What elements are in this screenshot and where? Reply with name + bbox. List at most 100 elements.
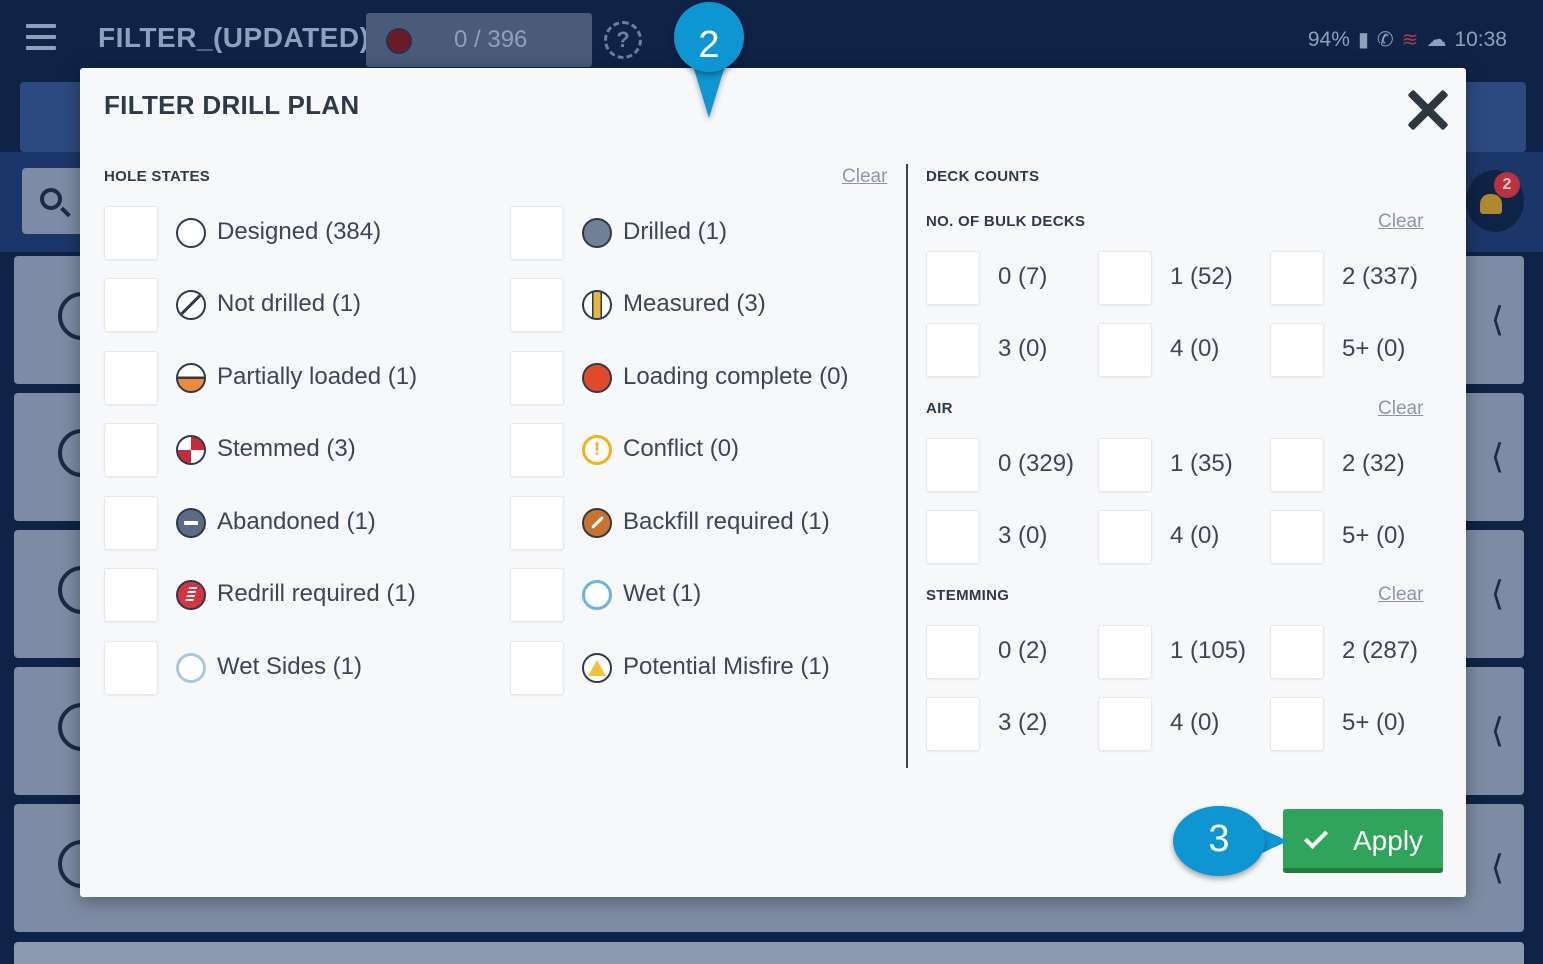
air-5-checkbox[interactable] (1270, 510, 1324, 564)
bulk-decks-clear-link[interactable]: Clear (1378, 211, 1424, 232)
callout-2-number: 2 (698, 24, 720, 66)
not-drilled-label: Not drilled (1) (217, 290, 362, 317)
bulk-decks-0-label: 0 (7) (998, 263, 1048, 290)
callout-2-bubble (674, 2, 744, 72)
stemming-5-label: 5+ (0) (1342, 709, 1406, 736)
bulk-decks-0-checkbox[interactable] (926, 251, 980, 305)
air-1-label: 1 (35) (1170, 450, 1233, 477)
abandoned-state-icon (176, 508, 206, 538)
battery-level: 94% (1307, 27, 1350, 51)
potential-misfire-label: Potential Misfire (1) (623, 653, 830, 680)
bulk-decks-3-checkbox[interactable] (926, 323, 980, 377)
not-drilled-state-icon (176, 290, 206, 320)
chevron-left-icon: ⟨ (1490, 575, 1504, 613)
air-3-checkbox[interactable] (926, 510, 980, 564)
conflict-label: Conflict (0) (623, 435, 740, 462)
hole-states-heading: HOLE STATES (104, 168, 211, 185)
stemming-3-label: 3 (2) (998, 709, 1048, 736)
stemming-0-checkbox[interactable] (926, 625, 980, 679)
air-4-checkbox[interactable] (1098, 510, 1152, 564)
notification-button[interactable]: 2 (1466, 170, 1524, 232)
redrill-required-state-icon (176, 580, 206, 610)
wet-sides-label: Wet Sides (1) (217, 653, 362, 680)
air-0-checkbox[interactable] (926, 438, 980, 492)
air-3-label: 3 (0) (998, 522, 1048, 549)
bulk-decks-1-label: 1 (52) (1170, 263, 1233, 290)
measured-checkbox[interactable] (510, 278, 564, 332)
bulk-decks-1-checkbox[interactable] (1098, 251, 1152, 305)
abandoned-label: Abandoned (1) (217, 508, 376, 535)
stemming-0-label: 0 (2) (998, 637, 1048, 664)
conflict-checkbox[interactable] (510, 423, 564, 477)
stemming-1-checkbox[interactable] (1098, 625, 1152, 679)
stemming-2-label: 2 (287) (1342, 637, 1419, 664)
air-0-label: 0 (329) (998, 450, 1075, 477)
chevron-left-icon: ⟨ (1490, 712, 1504, 750)
phone-icon: ✆ (1376, 29, 1394, 51)
bulk-decks-2-checkbox[interactable] (1270, 251, 1324, 305)
hole-counter-text: 0 / 396 (454, 26, 528, 53)
redrill-required-checkbox[interactable] (104, 568, 158, 622)
background-list-item (14, 942, 1524, 964)
top-bar: FILTER_(UPDATED) 0 / 396 ? 94% ▮ ✆ ≋ ☁ 1… (0, 0, 1543, 80)
stemming-3-checkbox[interactable] (926, 697, 980, 751)
loading-complete-checkbox[interactable] (510, 351, 564, 405)
background-search-button[interactable] (22, 168, 84, 234)
not-drilled-checkbox[interactable] (104, 278, 158, 332)
search-icon (40, 188, 62, 210)
apply-button[interactable]: Apply (1283, 809, 1443, 873)
designed-state-icon (176, 218, 206, 248)
status-area: 94% ▮ ✆ ≋ ☁ 10:38 (1308, 27, 1507, 52)
backfill-required-checkbox[interactable] (510, 496, 564, 550)
drilled-label: Drilled (1) (623, 218, 728, 245)
apply-label: Apply (1353, 825, 1424, 856)
stemmed-label: Stemmed (3) (217, 435, 356, 462)
air-2-checkbox[interactable] (1270, 438, 1324, 492)
drilled-checkbox[interactable] (510, 206, 564, 260)
air-clear-link[interactable]: Clear (1378, 398, 1424, 419)
hole-states-clear-link[interactable]: Clear (842, 166, 888, 187)
filter-modal: FILTER DRILL PLAN HOLE STATES Clear Desi… (80, 68, 1466, 897)
stemmed-checkbox[interactable] (104, 423, 158, 477)
stemming-5-checkbox[interactable] (1270, 697, 1324, 751)
check-icon (1303, 824, 1329, 850)
air-1-checkbox[interactable] (1098, 438, 1152, 492)
battery-icon: ▮ (1357, 29, 1369, 51)
wet-label: Wet (1) (623, 580, 702, 607)
bulk-decks-4-checkbox[interactable] (1098, 323, 1152, 377)
air-heading: AIR (926, 400, 953, 417)
chevron-left-icon: ⟨ (1490, 301, 1504, 339)
chevron-left-icon: ⟨ (1490, 849, 1504, 887)
conflict-state-icon: ! (582, 435, 612, 465)
redrill-required-label: Redrill required (1) (217, 580, 416, 607)
potential-misfire-checkbox[interactable] (510, 641, 564, 695)
abandoned-checkbox[interactable] (104, 496, 158, 550)
hamburger-menu-icon[interactable] (26, 24, 56, 52)
drilled-state-icon (582, 218, 612, 248)
backfill-required-state-icon (582, 508, 612, 538)
stemming-clear-link[interactable]: Clear (1378, 584, 1424, 605)
loading-complete-label: Loading complete (0) (623, 363, 849, 390)
partially-loaded-checkbox[interactable] (104, 351, 158, 405)
stemming-heading: STEMMING (926, 587, 1010, 604)
stemming-2-checkbox[interactable] (1270, 625, 1324, 679)
stemming-4-checkbox[interactable] (1098, 697, 1152, 751)
partially-loaded-state-icon (176, 363, 206, 393)
wet-state-icon (582, 580, 612, 610)
bulk-decks-3-label: 3 (0) (998, 335, 1048, 362)
wet-sides-checkbox[interactable] (104, 641, 158, 695)
hole-counter[interactable]: 0 / 396 (366, 13, 592, 67)
bulk-decks-heading: NO. OF BULK DECKS (926, 213, 1086, 230)
designed-checkbox[interactable] (104, 206, 158, 260)
bulk-decks-4-label: 4 (0) (1170, 335, 1220, 362)
close-icon[interactable] (1406, 88, 1450, 132)
notification-badge: 2 (1494, 172, 1520, 198)
bulk-decks-5-checkbox[interactable] (1270, 323, 1324, 377)
bulk-decks-5-label: 5+ (0) (1342, 335, 1406, 362)
help-icon[interactable]: ? (604, 21, 642, 59)
chevron-left-icon: ⟨ (1490, 438, 1504, 476)
stemming-4-label: 4 (0) (1170, 709, 1220, 736)
wet-checkbox[interactable] (510, 568, 564, 622)
stemmed-state-icon (176, 435, 206, 465)
stemming-1-label: 1 (105) (1170, 637, 1247, 664)
